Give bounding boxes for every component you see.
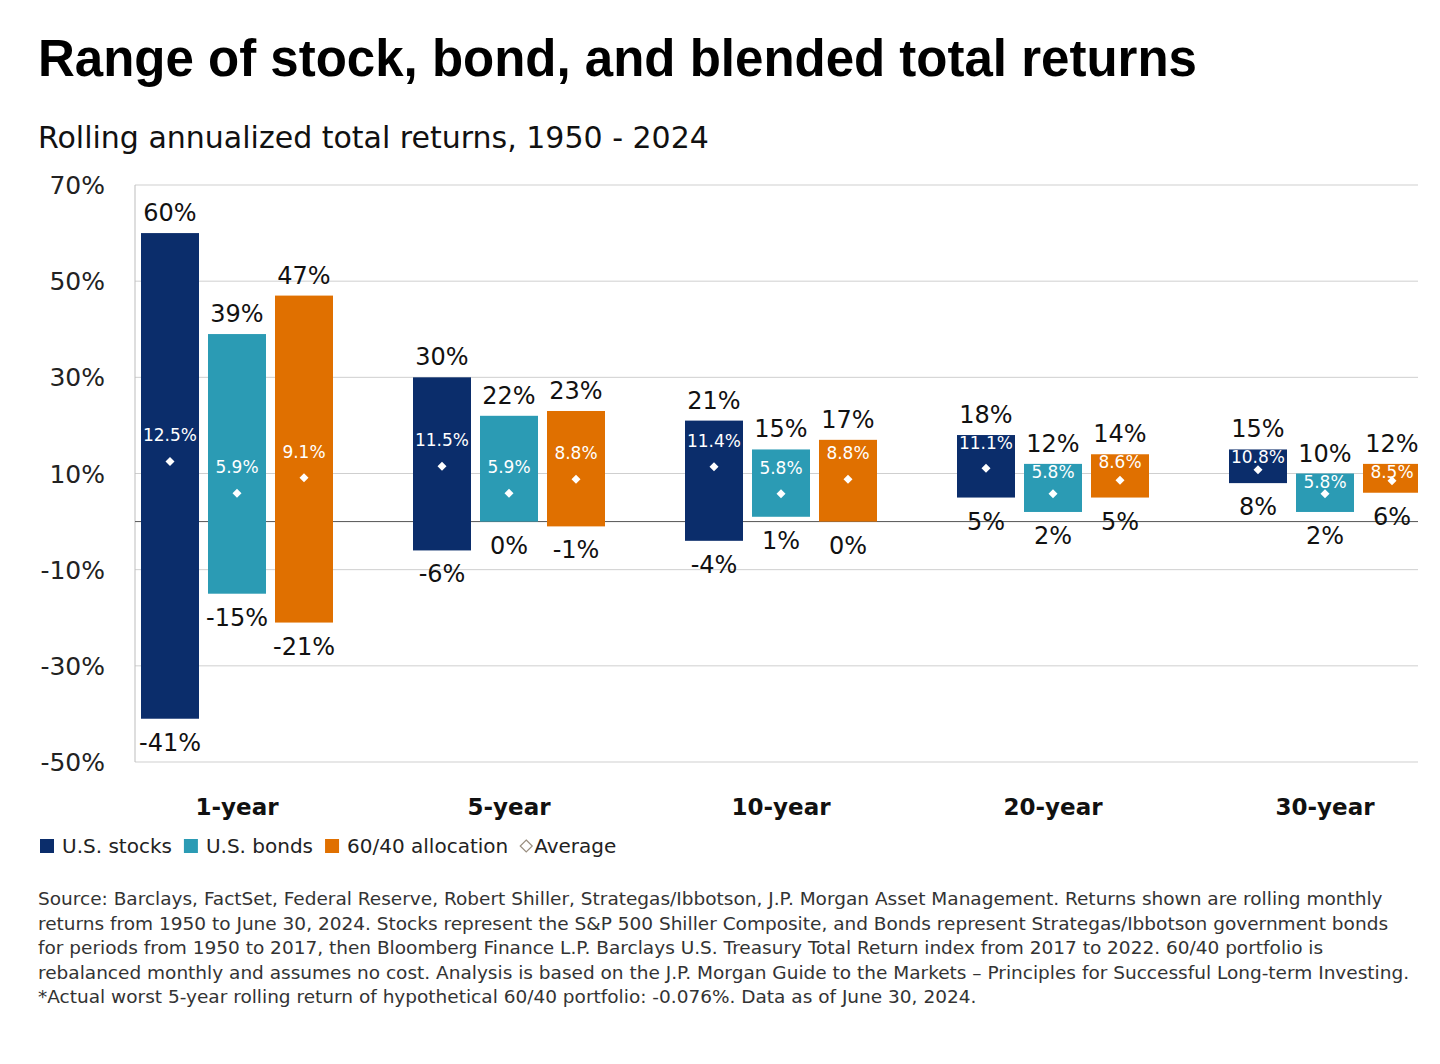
high-label: 47%: [277, 262, 330, 290]
average-label: 8.5%: [1370, 462, 1413, 482]
average-label: 11.5%: [415, 430, 469, 450]
average-marker: [710, 462, 719, 471]
title: Range of stock, bond, and blended total …: [38, 30, 1197, 87]
average-label: 5.9%: [215, 457, 258, 477]
range-bar: [208, 334, 266, 594]
range-bar: [547, 411, 605, 526]
y-tick-label: 30%: [49, 363, 105, 392]
low-label: 0%: [490, 532, 528, 560]
range-bar: [685, 421, 743, 541]
average-marker: [844, 475, 853, 484]
low-label: -41%: [139, 729, 201, 757]
low-label: -4%: [691, 551, 738, 579]
range-bar: [819, 440, 877, 522]
legend-swatch: [184, 839, 198, 853]
average-label: 12.5%: [143, 425, 197, 445]
y-tick-label: 10%: [49, 460, 105, 489]
low-label: 5%: [1101, 508, 1139, 536]
low-label: 8%: [1239, 493, 1277, 521]
average-marker: [233, 489, 242, 498]
average-marker: [505, 489, 514, 498]
high-label: 18%: [959, 401, 1012, 429]
average-label: 5.8%: [1031, 462, 1074, 482]
high-label: 12%: [1365, 430, 1418, 458]
range-bar: [413, 377, 471, 550]
high-label: 60%: [143, 199, 196, 227]
subtitle: Rolling annualized total returns, 1950 -…: [38, 120, 709, 155]
legend-label: Average: [534, 834, 616, 858]
average-marker: [438, 462, 447, 471]
x-tick-label: 1-year: [195, 794, 279, 820]
x-tick-label: 20-year: [1003, 794, 1103, 820]
average-label: 9.1%: [282, 442, 325, 462]
grid-line: [135, 762, 1418, 763]
range-bar: [141, 233, 199, 719]
high-label: 30%: [415, 343, 468, 371]
legend-label: 60/40 allocation: [347, 834, 508, 858]
average-label: 5.8%: [759, 458, 802, 478]
legend-swatch: [325, 839, 339, 853]
low-label: 0%: [829, 532, 867, 560]
high-label: 15%: [754, 415, 807, 443]
grid: [135, 185, 1418, 762]
legend-label: U.S. bonds: [206, 834, 313, 858]
low-label: -1%: [553, 536, 600, 564]
low-label: 2%: [1034, 522, 1072, 550]
y-tick-label: -30%: [40, 652, 105, 681]
average-marker: [982, 464, 991, 473]
average-marker: [300, 473, 309, 482]
average-marker: [1049, 489, 1058, 498]
average-label: 5.8%: [1303, 472, 1346, 492]
grid-line: [135, 665, 1418, 666]
high-label: 10%: [1298, 440, 1351, 468]
y-tick-label: 70%: [49, 171, 105, 200]
average-marker: [777, 489, 786, 498]
average-label: 8.6%: [1098, 452, 1141, 472]
average-marker: [572, 475, 581, 484]
average-marker: [1116, 476, 1125, 485]
average-label: 11.4%: [687, 431, 741, 451]
average-label: 10.8%: [1231, 447, 1285, 467]
footnote: Source: Barclays, FactSet, Federal Reser…: [38, 887, 1413, 1010]
low-label: 2%: [1306, 522, 1344, 550]
x-tick-label: 5-year: [467, 794, 551, 820]
legend: U.S. stocks U.S. bonds 60/40 allocation Ave…: [40, 834, 616, 858]
range-bar: [752, 449, 810, 516]
bars: [141, 233, 1418, 719]
labels: 12.5% 60% -41% 11.5% 30% -6% 11.4% 21% -4% 11.1% 1…: [139, 199, 1419, 757]
low-label: -15%: [206, 604, 268, 632]
legend-swatch: [520, 840, 532, 852]
grid-line: [135, 185, 1418, 186]
legend-label: U.S. stocks: [62, 834, 172, 858]
y-tick-label: -50%: [40, 748, 105, 777]
average-label: 5.9%: [487, 457, 530, 477]
high-label: 23%: [549, 377, 602, 405]
low-label: -21%: [273, 633, 335, 661]
low-label: 1%: [762, 527, 800, 555]
low-label: 5%: [967, 508, 1005, 536]
high-label: 39%: [210, 300, 263, 328]
average-label: 11.1%: [959, 433, 1013, 453]
high-label: 12%: [1026, 430, 1079, 458]
average-label: 8.8%: [554, 443, 597, 463]
high-label: 21%: [687, 387, 740, 415]
high-label: 17%: [821, 406, 874, 434]
low-label: 6%: [1373, 503, 1411, 531]
x-tick-label: 10-year: [731, 794, 831, 820]
x-tick-label: 30-year: [1275, 794, 1375, 820]
high-label: 14%: [1093, 420, 1146, 448]
high-label: 22%: [482, 382, 535, 410]
y-axis-line: [135, 185, 136, 762]
low-label: -6%: [419, 560, 466, 588]
range-bar: [480, 416, 538, 522]
legend-swatch: [40, 839, 54, 853]
average-label: 8.8%: [826, 443, 869, 463]
high-label: 15%: [1231, 415, 1284, 443]
y-tick-label: 50%: [49, 267, 105, 296]
y-tick-label: -10%: [40, 556, 105, 585]
range-bar: [275, 296, 333, 623]
average-marker: [166, 457, 175, 466]
